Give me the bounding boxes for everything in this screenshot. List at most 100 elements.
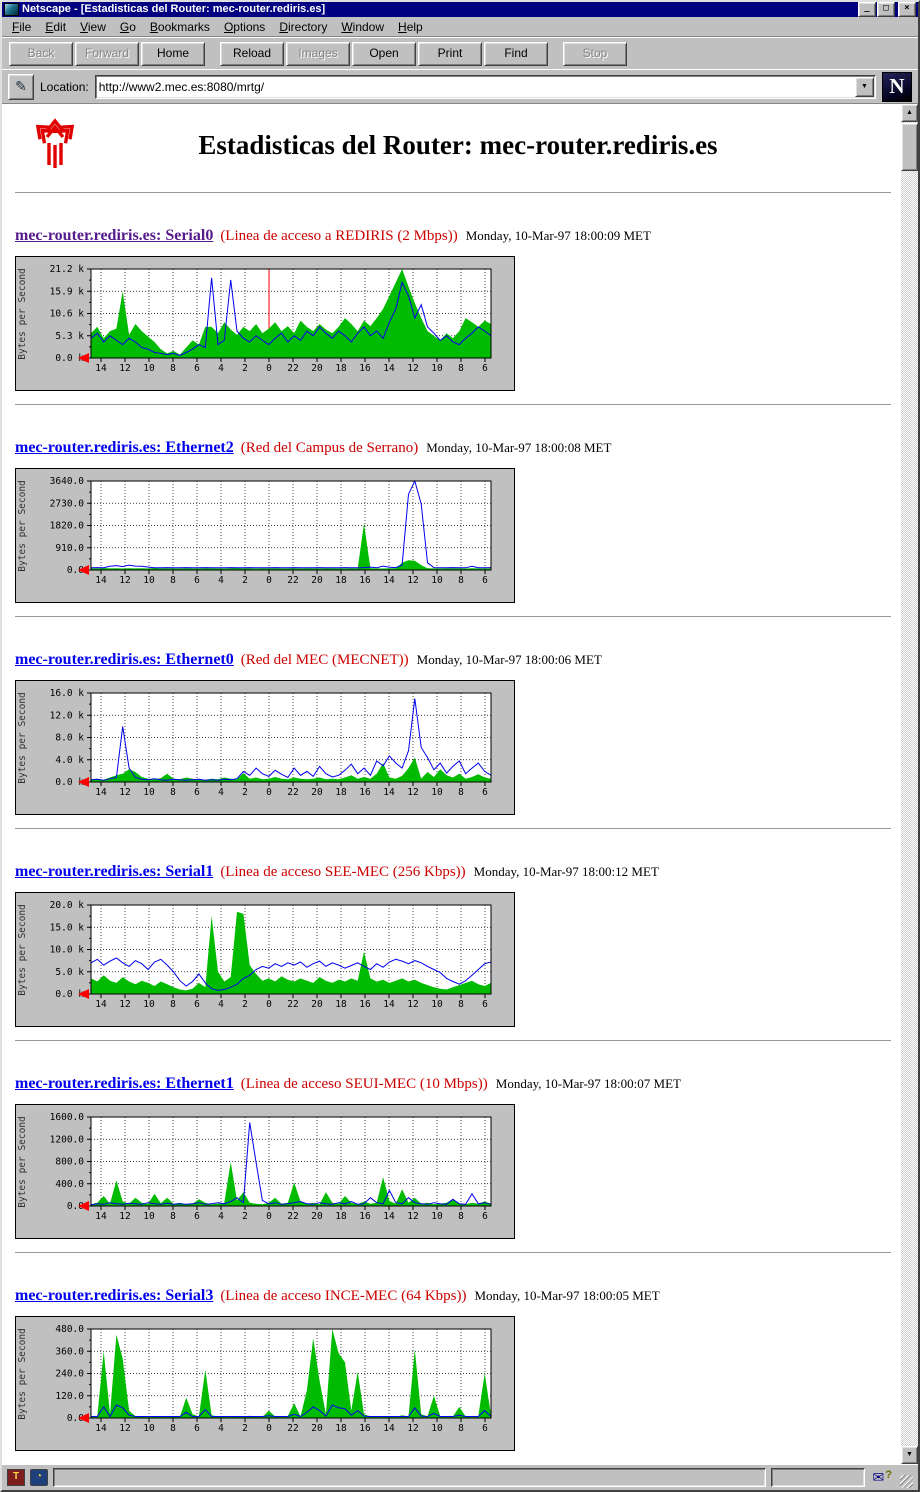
svg-text:10: 10 [143, 1423, 155, 1434]
mail-status-button[interactable]: ✉ ? [870, 1469, 895, 1486]
menu-help[interactable]: Help [398, 19, 423, 34]
scroll-down-button[interactable]: ▼ [901, 1446, 918, 1464]
svg-text:14: 14 [383, 787, 395, 798]
traffic-graph-svg: Bytes per Second 0.0 120.0 240.0 360.0 480.0 1… [16, 1317, 514, 1450]
svg-text:10: 10 [143, 1211, 155, 1222]
svg-text:Bytes per Second: Bytes per Second [17, 268, 28, 360]
svg-text:12: 12 [119, 787, 130, 798]
toolbar-stop-button: Stop [563, 41, 627, 66]
svg-text:22: 22 [287, 787, 298, 798]
mrtg-graph-image[interactable]: Bytes per Second 0.0 k 4.0 k 8.0 k 12.0 k 16.… [15, 680, 515, 815]
graph-timestamp: Monday, 10-Mar-97 18:00:09 MET [465, 228, 651, 243]
interface-link[interactable]: mec-router.rediris.es: Ethernet1 [15, 1075, 234, 1092]
svg-text:14: 14 [95, 999, 107, 1010]
svg-text:8: 8 [170, 575, 176, 586]
svg-text:14: 14 [95, 1211, 107, 1222]
graph-sections: mec-router.rediris.es: Serial0 (Linea de … [15, 227, 901, 1464]
svg-text:0: 0 [266, 999, 272, 1010]
traffic-graph-svg: Bytes per Second 0.0 400.0 800.0 1200.0 1600.… [16, 1105, 514, 1238]
svg-text:2: 2 [242, 575, 248, 586]
status-security-icon[interactable]: T [7, 1469, 25, 1486]
interface-link[interactable]: mec-router.rediris.es: Serial0 [15, 227, 214, 244]
svg-text:1820.0: 1820.0 [50, 521, 85, 532]
svg-text:12: 12 [119, 1423, 130, 1434]
toolbar-open-button[interactable]: Open [352, 41, 416, 66]
page-header: Estadisticas del Router: mec-router.redi… [15, 104, 901, 192]
svg-text:10: 10 [431, 575, 443, 586]
resize-grip[interactable] [900, 1475, 913, 1488]
toolbar-forward-button: Forward [75, 41, 139, 66]
menu-bookmarks[interactable]: Bookmarks [149, 19, 210, 34]
toolbar-find-button[interactable]: Find [484, 41, 548, 66]
status-clock-icon[interactable]: ◔ [30, 1469, 48, 1486]
location-bar: ✎ Location: ▼ N [2, 69, 918, 103]
location-dropdown-button[interactable]: ▼ [855, 76, 874, 97]
close-button[interactable]: × [898, 2, 916, 17]
svg-text:22: 22 [287, 1423, 298, 1434]
svg-text:10: 10 [143, 575, 155, 586]
svg-text:10: 10 [431, 1211, 443, 1222]
svg-text:14: 14 [95, 787, 107, 798]
menu-options[interactable]: Options [223, 19, 266, 34]
toolbar-images-button: Images [286, 41, 350, 66]
svg-text:22: 22 [287, 1211, 298, 1222]
mrtg-graph-image[interactable]: Bytes per Second 0.0 400.0 800.0 1200.0 1600.… [15, 1104, 515, 1239]
toolbar-print-button[interactable]: Print [418, 41, 482, 66]
svg-text:6: 6 [482, 787, 488, 798]
scroll-up-button[interactable]: ▲ [901, 104, 918, 122]
mrtg-graph-image[interactable]: Bytes per Second 0.0 910.0 1820.0 2730.0 3640… [15, 468, 515, 603]
menu-edit[interactable]: Edit [45, 19, 67, 34]
horizontal-rule [15, 192, 891, 196]
svg-text:4: 4 [218, 575, 224, 586]
page-title: Estadisticas del Router: mec-router.redi… [198, 130, 718, 160]
section-heading: mec-router.rediris.es: Serial0 (Linea de … [15, 227, 901, 246]
svg-text:12: 12 [407, 1423, 418, 1434]
menu-view[interactable]: View [80, 19, 106, 34]
netscape-logo[interactable]: N [882, 71, 912, 102]
menu-go[interactable]: Go [119, 19, 136, 34]
menu-directory[interactable]: Directory [279, 19, 328, 34]
svg-text:16: 16 [359, 363, 371, 374]
minimize-button[interactable]: _ [858, 2, 876, 17]
scrollbar-track[interactable] [901, 122, 918, 1446]
horizontal-rule [15, 404, 891, 408]
interface-link[interactable]: mec-router.rediris.es: Ethernet2 [15, 439, 234, 456]
svg-text:0.0 k: 0.0 k [55, 989, 84, 1000]
scrollbar-thumb[interactable] [901, 123, 918, 171]
mrtg-graph-image[interactable]: Bytes per Second 0.0 k 5.3 k 10.6 k 15.9 k 21… [15, 256, 515, 391]
interface-link[interactable]: mec-router.rediris.es: Serial3 [15, 1287, 214, 1304]
svg-text:Bytes per Second: Bytes per Second [17, 480, 28, 572]
graph-section: mec-router.rediris.es: Serial1 (Linea de … [15, 863, 901, 1044]
svg-text:6: 6 [194, 575, 200, 586]
interface-description: (Linea de acceso a REDIRIS (2 Mbps)) [220, 228, 458, 244]
vertical-scrollbar[interactable]: ▲ ▼ [901, 104, 918, 1464]
interface-link[interactable]: mec-router.rediris.es: Serial1 [15, 863, 214, 880]
mrtg-graph-image[interactable]: Bytes per Second 0.0 k 5.0 k 10.0 k 15.0 k 20… [15, 892, 515, 1027]
svg-text:2730.0: 2730.0 [50, 498, 85, 509]
netscape-app-icon[interactable] [4, 3, 19, 16]
svg-text:0.0 k: 0.0 k [55, 353, 84, 364]
toolbar-home-button[interactable]: Home [141, 41, 205, 66]
svg-text:12: 12 [407, 1211, 418, 1222]
section-heading: mec-router.rediris.es: Ethernet1 (Linea d… [15, 1075, 901, 1094]
toolbar-reload-button[interactable]: Reload [220, 41, 284, 66]
svg-text:0: 0 [266, 575, 272, 586]
svg-text:18: 18 [335, 1211, 347, 1222]
mrtg-graph-image[interactable]: Bytes per Second 0.0 120.0 240.0 360.0 480.0 1… [15, 1316, 515, 1451]
interface-link[interactable]: mec-router.rediris.es: Ethernet0 [15, 651, 234, 668]
interface-description: (Red del Campus de Serrano) [240, 440, 419, 456]
svg-text:5.3 k: 5.3 k [55, 331, 84, 342]
location-input[interactable] [95, 79, 855, 94]
svg-text:10: 10 [143, 999, 155, 1010]
menu-window[interactable]: Window [341, 19, 385, 34]
horizontal-rule [15, 1040, 891, 1044]
svg-text:8.0 k: 8.0 k [55, 733, 84, 744]
horizontal-rule [15, 1252, 891, 1256]
menu-file[interactable]: File [12, 19, 32, 34]
maximize-button[interactable]: □ [877, 2, 895, 17]
page-proxy-icon[interactable]: ✎ [8, 73, 34, 100]
interface-description: (Linea de acceso SEUI-MEC (10 Mbps)) [240, 1076, 488, 1092]
svg-text:4: 4 [218, 1211, 224, 1222]
svg-text:2: 2 [242, 1211, 248, 1222]
